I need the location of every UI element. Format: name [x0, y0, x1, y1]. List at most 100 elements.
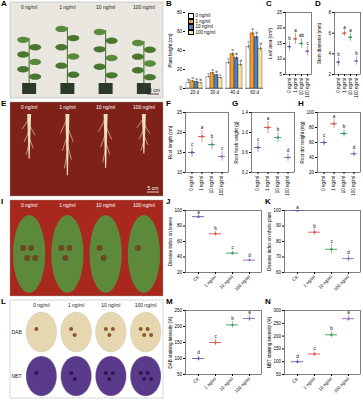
svg-text:Root dry weight (mg): Root dry weight (mg) — [300, 121, 305, 163]
svg-text:b: b — [199, 77, 202, 82]
svg-text:ab: ab — [299, 33, 305, 38]
svg-text:1 ng/ml: 1 ng/ml — [302, 376, 316, 390]
svg-text:80: 80 — [276, 239, 282, 244]
svg-text:100: 100 — [174, 208, 182, 213]
svg-text:80: 80 — [177, 10, 183, 15]
svg-text:10 ng/ml: 10 ng/ml — [96, 202, 115, 208]
svg-text:c: c — [257, 137, 260, 142]
svg-text:8: 8 — [328, 10, 331, 15]
svg-text:d: d — [239, 58, 241, 63]
svg-text:0 ng/ml: 0 ng/ml — [21, 202, 37, 208]
svg-text:d: d — [248, 253, 251, 258]
svg-text:a: a — [296, 205, 299, 210]
svg-text:10: 10 — [177, 170, 183, 175]
svg-text:100 ng/ml: 100 ng/ml — [333, 376, 351, 394]
svg-text:150: 150 — [174, 340, 182, 345]
svg-text:100: 100 — [273, 208, 281, 213]
svg-text:100 ng/ml: 100 ng/ml — [133, 202, 155, 208]
svg-text:10: 10 — [277, 56, 283, 61]
svg-text:b: b — [337, 52, 340, 57]
svg-text:10 ng/ml: 10 ng/ml — [101, 302, 120, 308]
svg-text:60: 60 — [177, 239, 183, 244]
svg-text:10 ng/ml: 10 ng/ml — [348, 78, 353, 95]
svg-text:20 d: 20 d — [190, 90, 199, 95]
svg-text:100 ng/ml: 100 ng/ml — [354, 78, 359, 98]
svg-text:NBT staining intensity (%): NBT staining intensity (%) — [267, 316, 272, 368]
svg-text:0.6: 0.6 — [242, 150, 249, 155]
svg-text:b: b — [211, 134, 214, 139]
svg-text:15: 15 — [277, 41, 283, 46]
svg-text:50: 50 — [177, 372, 183, 377]
svg-text:10 ng/ml: 10 ng/ml — [317, 376, 333, 392]
svg-text:a: a — [195, 76, 198, 81]
svg-text:100 ng/ml: 100 ng/ml — [234, 274, 252, 292]
svg-text:60: 60 — [276, 270, 282, 275]
svg-text:100 ng/ml: 100 ng/ml — [219, 176, 224, 196]
svg-text:0 ng/ml: 0 ng/ml — [321, 176, 326, 191]
svg-text:c: c — [220, 72, 222, 77]
svg-text:10 ng/ml: 10 ng/ml — [218, 274, 234, 290]
svg-text:0 ng/ml: 0 ng/ml — [33, 302, 49, 308]
svg-text:d: d — [259, 41, 261, 46]
svg-text:25: 25 — [277, 10, 283, 15]
svg-text:b: b — [235, 51, 238, 56]
svg-text:b: b — [255, 30, 258, 35]
svg-text:10 ng/ml: 10 ng/ml — [299, 78, 304, 95]
svg-text:c: c — [208, 71, 210, 76]
svg-text:1 ng/ml: 1 ng/ml — [302, 274, 316, 288]
svg-text:a: a — [333, 114, 336, 119]
svg-text:10 cm: 10 cm — [146, 87, 160, 93]
svg-text:b: b — [288, 36, 291, 41]
svg-text:80: 80 — [309, 125, 315, 130]
svg-text:b: b — [355, 51, 358, 56]
svg-text:CK: CK — [192, 274, 200, 282]
svg-text:100 ng/ml: 100 ng/ml — [285, 176, 290, 196]
svg-text:60: 60 — [177, 29, 183, 34]
svg-text:0 ng/ml: 0 ng/ml — [21, 104, 37, 110]
svg-text:0 ng/ml: 0 ng/ml — [189, 176, 194, 191]
svg-text:40: 40 — [177, 48, 183, 53]
svg-text:40: 40 — [309, 155, 315, 160]
svg-text:100 ng/ml: 100 ng/ml — [351, 176, 356, 196]
svg-text:2: 2 — [328, 72, 331, 77]
svg-text:0 ng/ml: 0 ng/ml — [255, 176, 260, 191]
svg-text:10 ng/ml: 10 ng/ml — [218, 376, 234, 392]
svg-text:c: c — [221, 146, 224, 151]
svg-text:b: b — [277, 127, 280, 132]
svg-text:10 ng/ml: 10 ng/ml — [209, 176, 214, 193]
svg-text:90: 90 — [276, 223, 282, 228]
svg-text:200: 200 — [273, 334, 281, 339]
svg-text:20: 20 — [177, 130, 183, 135]
svg-text:c: c — [214, 334, 217, 339]
svg-text:1 ng/ml: 1 ng/ml — [203, 274, 217, 288]
svg-text:1 ng/ml: 1 ng/ml — [59, 104, 75, 110]
svg-text:1 ng/ml: 1 ng/ml — [68, 302, 84, 308]
svg-text:20: 20 — [277, 25, 283, 30]
svg-text:10 ng/ml: 10 ng/ml — [275, 176, 280, 193]
svg-text:100 ng/ml: 100 ng/ml — [133, 4, 155, 10]
svg-text:4: 4 — [328, 51, 331, 56]
svg-text:a: a — [191, 75, 194, 80]
svg-text:0.2: 0.2 — [242, 170, 249, 175]
svg-text:1 ng/ml: 1 ng/ml — [59, 4, 75, 10]
svg-text:d: d — [296, 354, 299, 359]
svg-text:c: c — [191, 142, 194, 147]
svg-text:Disease index on leaves: Disease index on leaves — [168, 216, 173, 266]
svg-text:a: a — [211, 67, 214, 72]
svg-text:d: d — [287, 148, 290, 153]
svg-text:0 ng/ml: 0 ng/ml — [287, 78, 292, 93]
svg-text:250: 250 — [273, 321, 281, 326]
svg-text:a: a — [347, 310, 350, 315]
svg-text:Leaf area (cm²): Leaf area (cm²) — [268, 28, 273, 59]
svg-text:1 ng/ml: 1 ng/ml — [265, 176, 270, 191]
svg-text:100: 100 — [273, 359, 281, 364]
svg-text:c: c — [323, 133, 326, 138]
svg-text:10 ng/ml: 10 ng/ml — [96, 104, 115, 110]
svg-text:b: b — [215, 69, 218, 74]
svg-text:c: c — [313, 346, 316, 351]
svg-text:b: b — [313, 224, 316, 229]
svg-text:1 ng/ml: 1 ng/ml — [331, 176, 336, 191]
svg-text:250: 250 — [174, 308, 182, 313]
svg-text:CK: CK — [291, 274, 299, 282]
svg-text:30 d: 30 d — [210, 90, 219, 95]
